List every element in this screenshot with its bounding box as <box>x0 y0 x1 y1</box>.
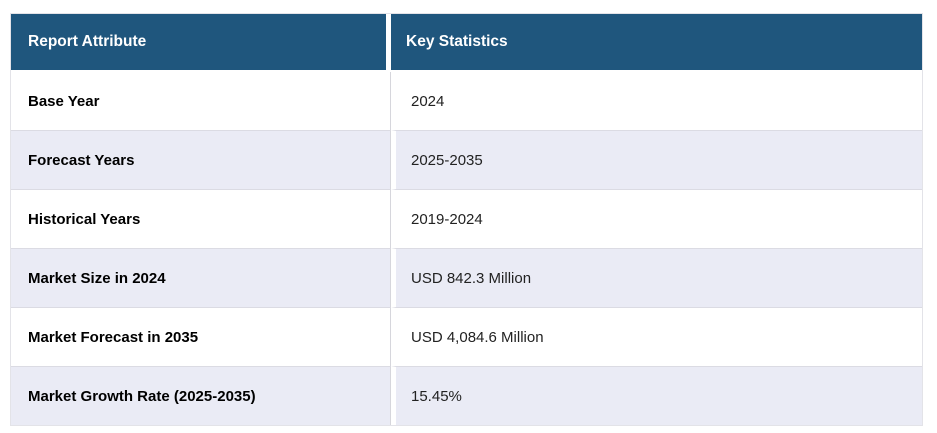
table-row-historical-years: Historical Years 2019-2024 <box>11 190 922 249</box>
report-statistics-table-container: Report Attribute Key Statistics Base Yea… <box>10 13 923 426</box>
table-row-market-growth-rate: Market Growth Rate (2025-2035) 15.45% <box>11 367 922 425</box>
header-cell-key-statistics: Key Statistics <box>391 14 922 72</box>
attribute-cell: Market Forecast in 2035 <box>11 308 391 367</box>
value-cell: USD 4,084.6 Million <box>391 308 922 367</box>
attribute-cell: Base Year <box>11 72 391 131</box>
attribute-cell: Historical Years <box>11 190 391 249</box>
attribute-cell: Forecast Years <box>11 131 391 190</box>
value-cell: 2024 <box>391 72 922 131</box>
value-cell: USD 842.3 Million <box>391 249 922 308</box>
header-cell-report-attribute: Report Attribute <box>11 14 391 72</box>
value-cell: 2025-2035 <box>391 131 922 190</box>
attribute-cell: Market Growth Rate (2025-2035) <box>11 367 391 425</box>
report-statistics-table: Report Attribute Key Statistics Base Yea… <box>10 13 923 426</box>
table-row-base-year: Base Year 2024 <box>11 72 922 131</box>
table-header-row: Report Attribute Key Statistics <box>11 14 922 72</box>
attribute-cell: Market Size in 2024 <box>11 249 391 308</box>
table-row-market-forecast: Market Forecast in 2035 USD 4,084.6 Mill… <box>11 308 922 367</box>
value-cell: 2019-2024 <box>391 190 922 249</box>
value-cell: 15.45% <box>391 367 922 425</box>
table-row-market-size: Market Size in 2024 USD 842.3 Million <box>11 249 922 308</box>
table-row-forecast-years: Forecast Years 2025-2035 <box>11 131 922 190</box>
